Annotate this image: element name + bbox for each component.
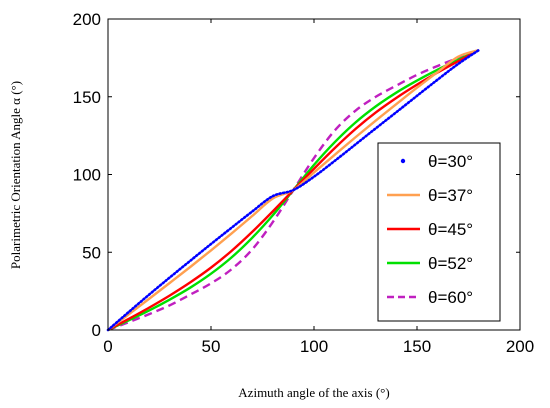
y-tick-label: 0 [92,321,101,340]
x-tick-label: 200 [506,337,534,356]
x-tick-label: 0 [103,337,112,356]
y-axis-ticks: 0 50 100 150 200 [73,10,520,340]
x-axis-ticks: 0 50 100 150 200 [103,19,534,356]
x-tick-label: 100 [300,337,328,356]
x-tick-label: 50 [202,337,221,356]
legend-theta-30-marker [400,158,406,164]
y-tick-label: 50 [82,243,101,262]
y-axis-label: Polarimetric Orientation Angle α (°) [8,81,23,269]
legend-theta-60-label: θ=60° [428,288,473,307]
legend-theta-30-label: θ=30° [428,152,473,171]
legend-theta-52-label: θ=52° [428,254,473,273]
legend-theta-37-label: θ=37° [428,186,473,205]
y-tick-label: 150 [73,88,101,107]
y-tick-label: 100 [73,166,101,185]
x-tick-label: 150 [403,337,431,356]
legend-theta-45-label: θ=45° [428,220,473,239]
x-axis-label: Azimuth angle of the axis (°) [238,385,389,400]
legend-box [377,142,501,322]
y-tick-label: 200 [73,10,101,29]
legend: θ=30° θ=37° θ=45° θ=52° θ=60° [377,142,501,322]
series-theta-30-line [106,48,481,332]
